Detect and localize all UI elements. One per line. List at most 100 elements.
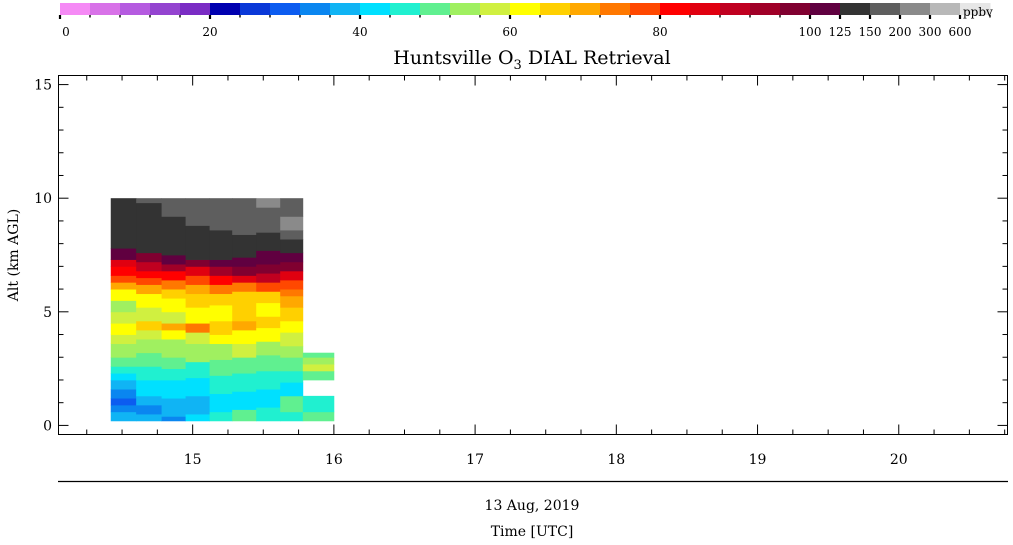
colorbar-cell bbox=[90, 3, 121, 15]
heatmap-cell bbox=[185, 284, 211, 295]
colorbar-ticks bbox=[58, 15, 991, 19]
heatmap-cell bbox=[232, 234, 257, 258]
heatmap-cell bbox=[280, 307, 304, 322]
heatmap-cell bbox=[302, 411, 335, 422]
colorbar-cell bbox=[180, 3, 211, 15]
heatmap-cell bbox=[136, 329, 162, 340]
heatmap-cell bbox=[136, 270, 162, 279]
heatmap-cell bbox=[185, 343, 211, 363]
colorbar-cell bbox=[600, 3, 631, 15]
colorbar-cell bbox=[540, 3, 571, 15]
heatmap-cell bbox=[136, 404, 162, 415]
heatmap-cell bbox=[185, 293, 211, 308]
heatmap-cell bbox=[185, 377, 211, 397]
heatmap-cell bbox=[256, 291, 281, 304]
chart-title: Huntsville O3 DIAL Retrieval bbox=[393, 47, 670, 73]
heatmap-cell bbox=[136, 202, 162, 254]
colorbar-cell bbox=[510, 3, 541, 15]
heatmap-cell bbox=[256, 341, 281, 356]
heatmap-cell bbox=[280, 270, 304, 281]
heatmap-cell bbox=[136, 293, 162, 308]
heatmap-cell bbox=[136, 284, 162, 295]
heatmap-cell bbox=[110, 311, 137, 324]
colorbar-cell bbox=[720, 3, 751, 15]
heatmap-cell bbox=[256, 302, 281, 317]
heatmap-cell bbox=[209, 275, 233, 285]
heatmap-cell bbox=[110, 357, 137, 367]
colorbar-cell bbox=[900, 3, 931, 15]
heatmap-cell bbox=[136, 261, 162, 272]
colorbar-cell bbox=[780, 3, 811, 15]
heatmap-cell bbox=[161, 264, 186, 272]
colorbar-cell bbox=[300, 3, 331, 15]
heatmap-cell bbox=[280, 216, 304, 231]
colorbar-cell bbox=[150, 3, 181, 15]
heatmap-cell bbox=[209, 266, 233, 276]
colorbar-cell bbox=[660, 3, 691, 15]
heatmap-cell bbox=[136, 198, 162, 204]
heatmap-cell bbox=[256, 354, 281, 372]
heatmap-cell bbox=[110, 411, 137, 422]
heatmap-cell bbox=[161, 329, 186, 340]
heatmap-cell bbox=[161, 279, 186, 290]
heatmap-cell bbox=[136, 307, 162, 322]
heatmap-cell bbox=[256, 370, 281, 390]
colorbar-cell bbox=[930, 3, 961, 15]
colorbar-cell bbox=[840, 3, 871, 15]
heatmap-cell bbox=[110, 389, 137, 399]
heatmap-cell bbox=[232, 275, 257, 283]
chart-title-subscript: 3 bbox=[514, 58, 522, 73]
colorbar-cell bbox=[390, 3, 421, 15]
heatmap-cell bbox=[185, 198, 211, 226]
heatmap-cell bbox=[136, 339, 162, 354]
chart-title-main: Huntsville O bbox=[393, 47, 513, 69]
colorbar-cell bbox=[330, 3, 361, 15]
heatmap-cell bbox=[280, 295, 304, 308]
colorbar-label: 80 bbox=[652, 25, 667, 39]
heatmap-cell bbox=[110, 259, 137, 267]
axis-ticks bbox=[58, 75, 1008, 435]
heatmap-cell bbox=[110, 398, 137, 406]
y-tick-label: 15 bbox=[34, 78, 52, 94]
colorbar-cell bbox=[570, 3, 601, 15]
colorbar-label: 300 bbox=[919, 25, 942, 39]
heatmap-cell bbox=[209, 343, 233, 360]
y-tick-label: 5 bbox=[43, 305, 52, 321]
heatmap-cell bbox=[209, 320, 233, 335]
colorbar-cells bbox=[60, 3, 991, 15]
heatmap-cell bbox=[232, 304, 257, 322]
heatmap-cell bbox=[185, 259, 211, 267]
heatmap-cell bbox=[161, 270, 186, 281]
heatmap-cell bbox=[110, 248, 137, 260]
heatmap-cell bbox=[302, 395, 335, 413]
heatmap-cell bbox=[110, 289, 137, 301]
heatmap-cell bbox=[110, 334, 137, 345]
heatmap-cell bbox=[110, 366, 137, 374]
heatmap-cells bbox=[110, 198, 335, 422]
heatmap-cell bbox=[161, 368, 186, 381]
heatmap-cell bbox=[302, 364, 335, 372]
colorbar-cell bbox=[420, 3, 451, 15]
colorbar-unit: ppbv bbox=[963, 5, 993, 19]
heatmap-cell bbox=[161, 289, 186, 299]
x-tick-label: 18 bbox=[607, 452, 625, 468]
x-tick-label: 17 bbox=[466, 452, 484, 468]
heatmap-cell bbox=[161, 339, 186, 358]
heatmap-cell bbox=[209, 359, 233, 376]
heatmap-cell bbox=[209, 375, 233, 395]
heatmap-cell bbox=[280, 320, 304, 333]
colorbar-cell bbox=[960, 3, 991, 15]
y-tick-labels: 0 5 10 15 bbox=[34, 78, 52, 435]
x-tick-labels: 15 16 17 18 19 20 bbox=[184, 452, 908, 468]
heatmap-cell bbox=[185, 275, 211, 285]
heatmap-cell bbox=[232, 257, 257, 267]
colorbar-label: 200 bbox=[889, 25, 912, 39]
x-tick-label: 16 bbox=[325, 452, 343, 468]
heatmap-cell bbox=[280, 332, 304, 347]
colorbar-cell bbox=[690, 3, 721, 15]
heatmap-cell bbox=[136, 395, 162, 406]
heatmap-cell bbox=[209, 198, 233, 231]
heatmap-cell bbox=[136, 252, 162, 263]
heatmap-cell bbox=[161, 198, 186, 217]
